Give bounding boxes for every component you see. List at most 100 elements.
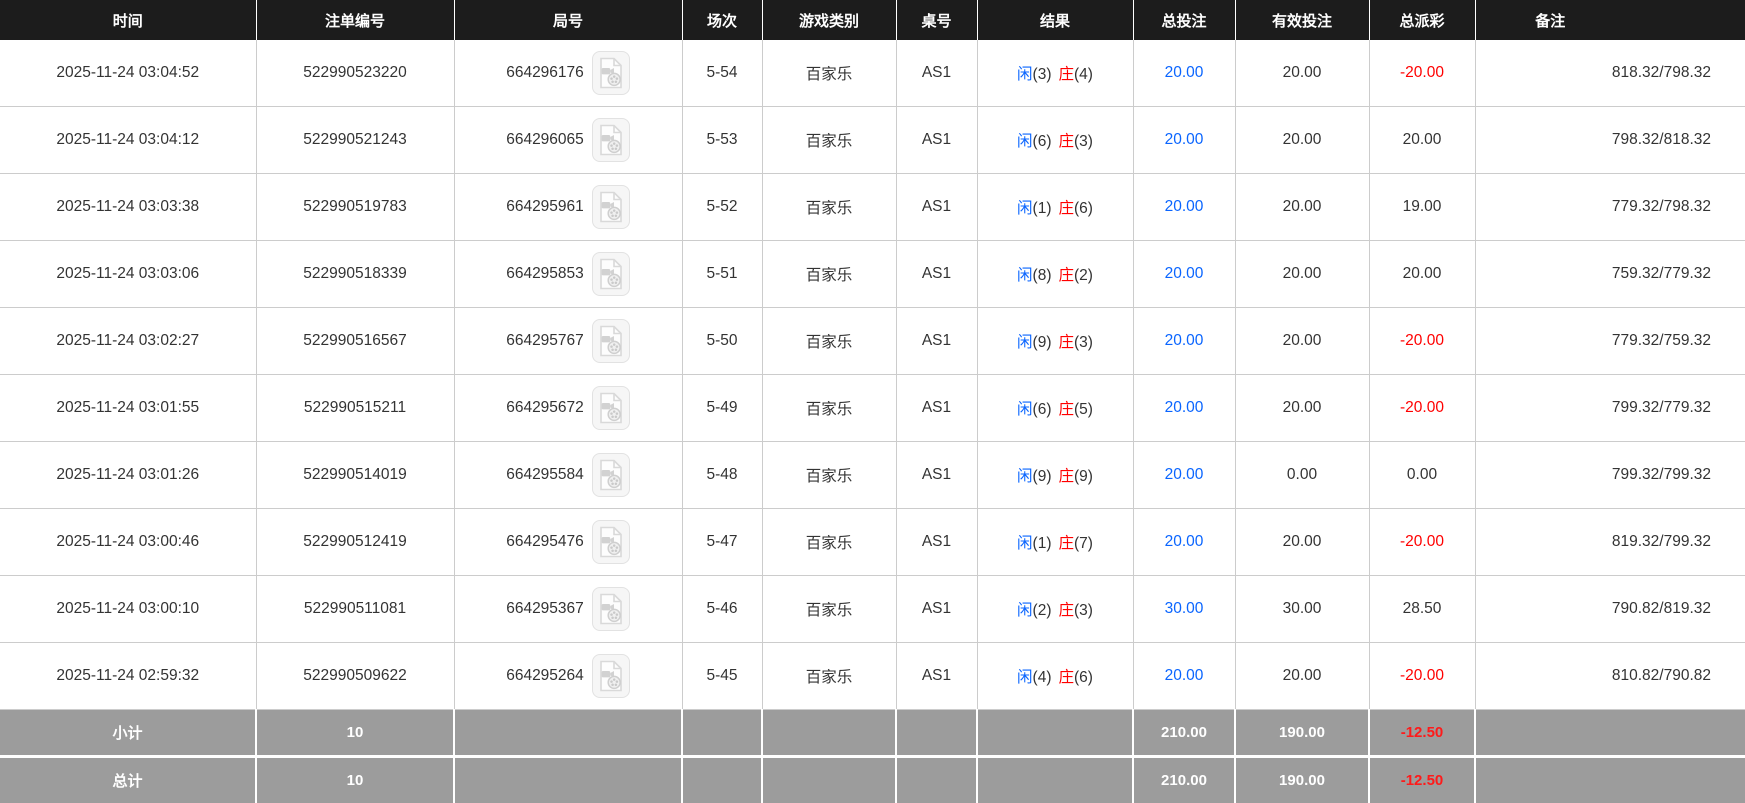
video-replay-button[interactable] — [591, 520, 630, 564]
subtotal-label: 小计 — [0, 709, 257, 757]
video-replay-button[interactable] — [591, 587, 630, 631]
cell-total-bet: 30.00 — [1132, 575, 1236, 643]
table-row: 2025-11-24 03:03:06 522990518339 6642958… — [0, 240, 1745, 308]
cell-table-no: AS1 — [895, 508, 978, 576]
video-replay-button[interactable] — [591, 453, 630, 497]
cell-payout: -20.00 — [1368, 374, 1476, 442]
cell-result: 闲(9) 庄(9) — [976, 441, 1134, 509]
cell-time: 2025-11-24 03:01:26 — [0, 441, 257, 509]
cell-game-type: 百家乐 — [761, 374, 897, 442]
video-replay-button[interactable] — [591, 118, 630, 162]
result-player-score: (6) — [1032, 401, 1052, 418]
result-player-label: 闲 — [1017, 267, 1033, 284]
result-banker-label: 庄 — [1058, 267, 1075, 284]
cell-game-type: 百家乐 — [761, 642, 897, 710]
cell-session: 5-51 — [681, 240, 763, 308]
cell-table-no: AS1 — [895, 374, 978, 442]
cell-payout: 20.00 — [1368, 106, 1476, 174]
cell-result: 闲(6) 庄(3) — [976, 106, 1134, 174]
cell-result: 闲(8) 庄(2) — [976, 240, 1134, 308]
cell-game-id: 664295367 — [453, 575, 683, 643]
cell-bet-id: 522990523220 — [255, 40, 455, 107]
column-header-game-type: 游戏类别 — [762, 0, 897, 40]
game-id-text: 664295853 — [506, 265, 584, 282]
cell-session: 5-49 — [681, 374, 763, 442]
cell-valid-bet: 20.00 — [1234, 106, 1370, 174]
game-id-text: 664295476 — [506, 533, 584, 550]
cell-valid-bet: 30.00 — [1234, 575, 1370, 643]
video-replay-button[interactable] — [591, 654, 630, 698]
cell-total-bet: 20.00 — [1132, 508, 1236, 576]
result-banker-score: (3) — [1074, 602, 1093, 619]
subtotal-total-bet: 210.00 — [1133, 709, 1236, 757]
cell-result: 闲(4) 庄(6) — [976, 642, 1134, 710]
column-header-remark: 备注 — [1475, 0, 1745, 40]
video-file-icon — [599, 124, 622, 156]
cell-remark: 799.32/779.32 — [1474, 374, 1745, 442]
video-replay-button[interactable] — [591, 386, 630, 430]
result-banker-score: (2) — [1074, 267, 1093, 284]
cell-valid-bet: 20.00 — [1234, 240, 1370, 308]
result-player-label: 闲 — [1017, 133, 1033, 150]
result-banker-label: 庄 — [1058, 401, 1075, 418]
result-banker-label: 庄 — [1058, 468, 1075, 485]
total-payout: -12.50 — [1369, 755, 1476, 803]
cell-session: 5-53 — [681, 106, 763, 174]
cell-total-bet: 20.00 — [1132, 441, 1236, 509]
cell-table-no: AS1 — [895, 307, 978, 375]
cell-session: 5-46 — [681, 575, 763, 643]
cell-time: 2025-11-24 03:04:12 — [0, 106, 257, 174]
result-player-label: 闲 — [1017, 200, 1033, 217]
cell-game-type: 百家乐 — [761, 441, 897, 509]
cell-bet-id: 522990521243 — [255, 106, 455, 174]
video-replay-button[interactable] — [591, 319, 630, 363]
cell-game-type: 百家乐 — [761, 508, 897, 576]
cell-session: 5-45 — [681, 642, 763, 710]
table-row: 2025-11-24 02:59:32 522990509622 6642952… — [0, 642, 1745, 710]
table-row: 2025-11-24 03:04:12 522990521243 6642960… — [0, 106, 1745, 174]
subtotal-payout: -12.50 — [1369, 709, 1476, 757]
cell-game-type: 百家乐 — [761, 173, 897, 241]
table-row: 2025-11-24 03:01:55 522990515211 6642956… — [0, 374, 1745, 442]
cell-total-bet: 20.00 — [1132, 40, 1236, 107]
subtotal-valid-bet: 190.00 — [1235, 709, 1370, 757]
result-player-label: 闲 — [1017, 334, 1033, 351]
column-header-result: 结果 — [977, 0, 1134, 40]
cell-valid-bet: 20.00 — [1234, 307, 1370, 375]
cell-game-id: 664295853 — [453, 240, 683, 308]
result-player-score: (9) — [1032, 334, 1052, 351]
cell-remark: 818.32/798.32 — [1474, 40, 1745, 107]
cell-time: 2025-11-24 03:03:06 — [0, 240, 257, 308]
cell-valid-bet: 20.00 — [1234, 173, 1370, 241]
column-header-payout: 总派彩 — [1369, 0, 1476, 40]
cell-game-id: 664295961 — [453, 173, 683, 241]
cell-payout: -20.00 — [1368, 508, 1476, 576]
result-player-score: (4) — [1032, 669, 1052, 686]
total-total-bet: 210.00 — [1133, 755, 1236, 803]
cell-time: 2025-11-24 02:59:32 — [0, 642, 257, 710]
cell-total-bet: 20.00 — [1132, 106, 1236, 174]
video-replay-button[interactable] — [591, 51, 630, 95]
table-row: 2025-11-24 03:04:52 522990523220 6642961… — [0, 40, 1745, 107]
cell-table-no: AS1 — [895, 575, 978, 643]
cell-game-id: 664295584 — [453, 441, 683, 509]
cell-bet-id: 522990518339 — [255, 240, 455, 308]
cell-total-bet: 20.00 — [1132, 642, 1236, 710]
video-replay-button[interactable] — [591, 252, 630, 296]
total-label: 总计 — [0, 755, 257, 803]
total-row: 总计 10 210.00 190.00 -12.50 — [0, 755, 1745, 803]
result-banker-score: (3) — [1074, 334, 1093, 351]
cell-game-type: 百家乐 — [761, 106, 897, 174]
column-header-total-bet: 总投注 — [1133, 0, 1236, 40]
video-replay-button[interactable] — [591, 185, 630, 229]
cell-bet-id: 522990509622 — [255, 642, 455, 710]
cell-game-id: 664295672 — [453, 374, 683, 442]
cell-session: 5-47 — [681, 508, 763, 576]
result-banker-label: 庄 — [1058, 133, 1075, 150]
cell-game-type: 百家乐 — [761, 240, 897, 308]
cell-remark: 790.82/819.32 — [1474, 575, 1745, 643]
cell-total-bet: 20.00 — [1132, 374, 1236, 442]
cell-game-type: 百家乐 — [761, 307, 897, 375]
